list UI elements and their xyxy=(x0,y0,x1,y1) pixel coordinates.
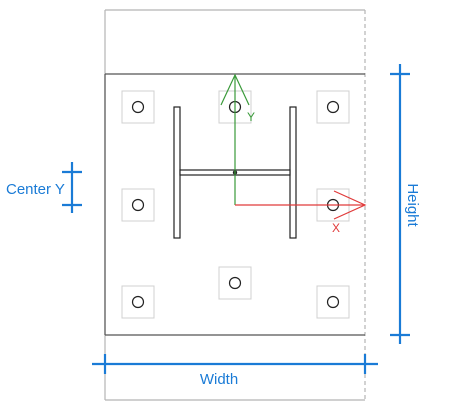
center-y-dimension-line xyxy=(62,162,82,213)
width-dimension-line xyxy=(92,354,378,374)
bolt-bottom-right xyxy=(316,285,350,319)
bolt-top-left xyxy=(121,90,155,124)
height-dimension-label[interactable]: Height xyxy=(404,183,421,227)
center-y-dimension-label[interactable]: Center Y xyxy=(6,181,65,198)
bolt-middle-left xyxy=(121,188,155,222)
x-axis-arrow xyxy=(235,190,367,220)
y-axis-arrow xyxy=(220,73,250,205)
bolt-bottom-left xyxy=(121,285,155,319)
bolt-top-right xyxy=(316,90,350,124)
bolt-bottom-center xyxy=(218,266,252,300)
column-left-flange xyxy=(173,106,181,239)
column-right-flange xyxy=(289,106,297,239)
height-dimension-line xyxy=(390,64,410,344)
width-dimension-label[interactable]: Width xyxy=(200,371,238,388)
y-axis-label: Y xyxy=(247,110,255,124)
x-axis-label: X xyxy=(332,221,340,235)
